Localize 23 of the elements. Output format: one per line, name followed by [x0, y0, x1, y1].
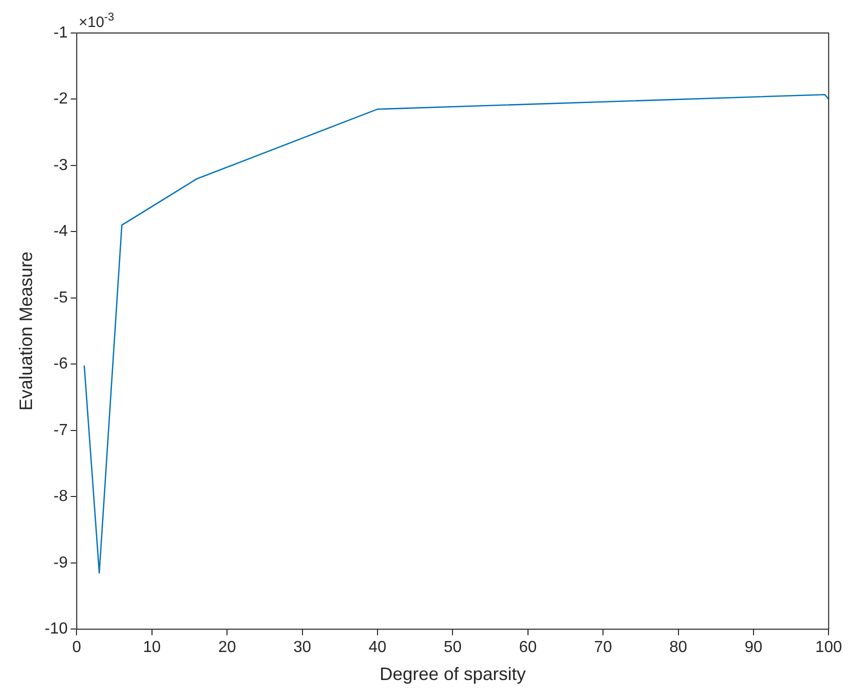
x-tick-label: 70 — [594, 639, 612, 656]
y-tick-label: -6 — [53, 356, 68, 373]
x-tick-label: 80 — [669, 639, 688, 656]
y-tick-label: -7 — [53, 422, 68, 439]
y-tick-label: -4 — [53, 223, 68, 240]
y-tick-label: -9 — [53, 554, 68, 572]
y-tick-label: -5 — [53, 289, 68, 306]
x-tick-label: 90 — [744, 639, 762, 656]
x-tick-label: 0 — [72, 639, 82, 656]
y-tick-label: -2 — [53, 90, 68, 108]
x-tick-label: 20 — [218, 639, 236, 656]
x-tick-label: 10 — [143, 639, 161, 656]
x-tick-label: 100 — [815, 639, 842, 656]
y-tick-label: -3 — [53, 156, 68, 174]
x-axis-title: Degree of sparsity — [380, 664, 526, 684]
x-tick-label: 50 — [444, 639, 462, 656]
y-tick-label: -1 — [53, 24, 68, 42]
y-axis-title: Evaluation Measure — [16, 252, 36, 411]
x-tick-label: 60 — [518, 639, 537, 656]
x-tick-label: 40 — [368, 639, 386, 656]
y-tick-label: -8 — [53, 488, 68, 506]
y-tick-label: -10 — [44, 620, 68, 638]
x-tick-label: 30 — [293, 639, 312, 656]
